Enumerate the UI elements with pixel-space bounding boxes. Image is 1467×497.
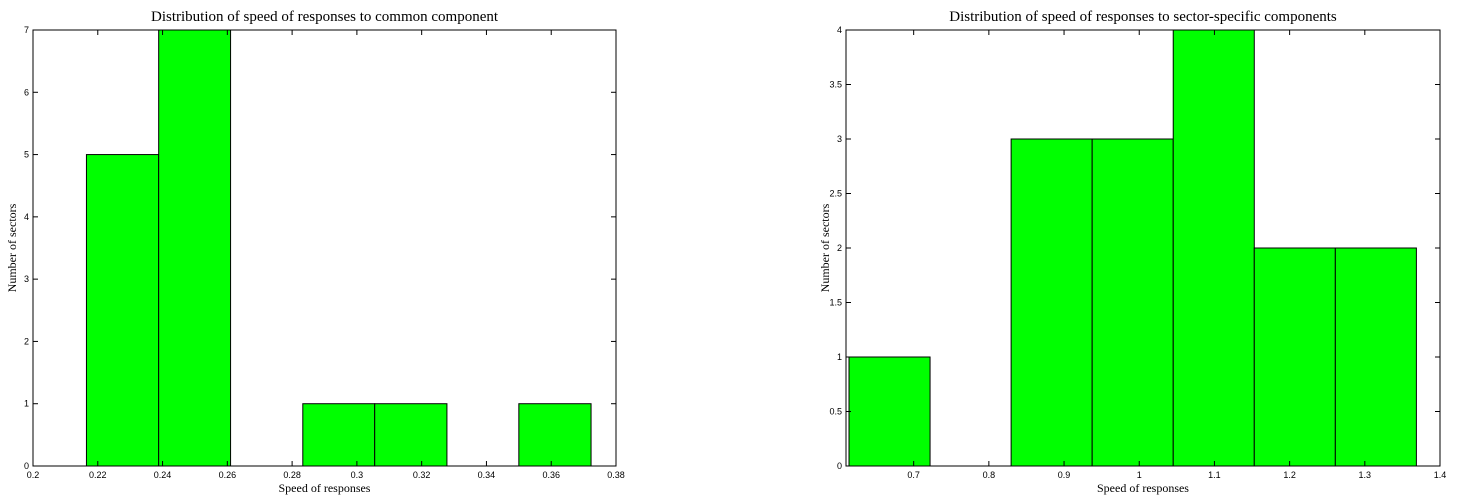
x-tick-label: 0.32 [413, 470, 431, 480]
x-tick-label: 0.7 [907, 470, 920, 480]
histogram-bar [1172, 29, 1255, 467]
y-tick-label: 3 [24, 274, 29, 284]
histogram-bar [1010, 138, 1093, 467]
chart-title: Distribution of speed of responses to co… [151, 9, 499, 25]
y-ticks: 0 0.5 1 1.5 2 2.5 3 3.5 4 [829, 25, 1440, 471]
y-tick-label: 3 [837, 134, 842, 144]
x-tick-label: 0.9 [1058, 470, 1071, 480]
x-tick-label: 1 [1137, 470, 1142, 480]
y-tick-label: 1.5 [829, 298, 842, 308]
y-axis-label: Number of sectors [818, 203, 832, 292]
histogram-bar [1253, 247, 1336, 467]
histogram-bar [518, 403, 592, 467]
y-tick-label: 7 [24, 25, 29, 35]
y-tick-label: 2.5 [829, 189, 842, 199]
histogram-bars [85, 29, 592, 467]
x-axis-label: Speed of responses [1097, 481, 1189, 495]
chart-sector-specific-components: Distribution of speed of responses to se… [818, 9, 1446, 495]
y-tick-label: 6 [24, 87, 29, 97]
histogram-bars [848, 29, 1417, 467]
histogram-bar [1334, 247, 1417, 467]
plot-frame [32, 29, 617, 467]
y-tick-label: 2 [837, 243, 842, 253]
y-tick-label: 3.5 [829, 80, 842, 90]
x-tick-label: 0.24 [154, 470, 172, 480]
y-axis-label: Number of sectors [5, 203, 19, 292]
y-tick-label: 0 [837, 461, 842, 471]
histogram-bar [158, 29, 232, 467]
y-tick-label: 1 [837, 352, 842, 362]
histogram-bar [85, 154, 160, 467]
x-ticks: 0.2 0.22 0.24 0.26 0.28 0.3 0.32 0.34 0.36 0.38 [27, 30, 625, 480]
x-tick-label: 0.2 [27, 470, 40, 480]
x-tick-label: 0.36 [542, 470, 560, 480]
histogram-bar [302, 403, 376, 467]
y-tick-label: 4 [24, 212, 29, 222]
y-tick-label: 1 [24, 399, 29, 409]
x-tick-label: 1.2 [1283, 470, 1296, 480]
chart-title: Distribution of speed of responses to se… [949, 9, 1337, 25]
x-tick-label: 1.3 [1359, 470, 1372, 480]
x-ticks: 0.7 0.8 0.9 1 1.1 1.2 1.3 1.4 [907, 30, 1446, 480]
histogram-bar [1091, 138, 1174, 467]
x-tick-label: 0.34 [478, 470, 496, 480]
histogram-bar [374, 403, 448, 467]
chart-common-component: Distribution of speed of responses to co… [5, 9, 625, 495]
x-tick-label: 1.1 [1208, 470, 1221, 480]
y-tick-label: 4 [837, 25, 842, 35]
x-tick-label: 1.4 [1434, 470, 1447, 480]
x-tick-label: 0.8 [983, 470, 996, 480]
x-tick-label: 0.28 [283, 470, 301, 480]
x-tick-label: 0.38 [607, 470, 625, 480]
y-tick-label: 5 [24, 150, 29, 160]
y-tick-label: 0.5 [829, 407, 842, 417]
y-ticks: 0 1 2 3 4 5 6 7 [24, 25, 616, 471]
y-tick-label: 2 [24, 336, 29, 346]
y-tick-label: 0 [24, 461, 29, 471]
x-axis-label: Speed of responses [279, 481, 371, 495]
histogram-bar [848, 356, 931, 467]
x-tick-label: 0.22 [89, 470, 107, 480]
x-tick-label: 0.3 [351, 470, 364, 480]
x-tick-label: 0.26 [219, 470, 237, 480]
